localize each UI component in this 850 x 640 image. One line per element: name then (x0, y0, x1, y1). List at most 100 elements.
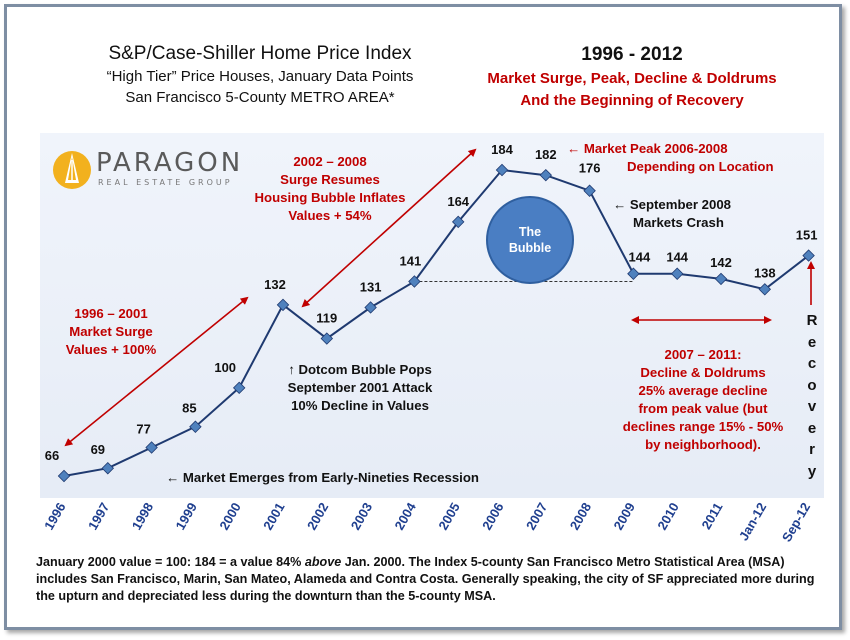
data-label: 184 (491, 142, 513, 157)
annotation-line: 2007 – 2011: (664, 347, 742, 362)
annotation-line: ← Market Peak 2006-2008 (567, 141, 728, 156)
data-point-marker (101, 461, 115, 475)
x-tick-label: 2004 (392, 499, 420, 532)
annotation-line: 1996 – 2001 (74, 306, 148, 321)
data-label: 119 (316, 311, 337, 326)
recovery-letter: e (807, 419, 817, 437)
data-point-marker (495, 163, 509, 177)
footnote: January 2000 value = 100: 184 = a value … (36, 554, 826, 605)
recovery-letter: v (807, 398, 817, 415)
data-point-marker (189, 420, 202, 433)
recovery-letter: o (807, 376, 817, 394)
chart-title: S&P/Case-Shiller Home Price Index (108, 43, 412, 64)
recovery-letter: c (807, 355, 817, 372)
x-tick-label: 2009 (611, 500, 638, 533)
data-label: 66 (45, 448, 59, 463)
data-label: 151 (796, 228, 818, 243)
annotation-line: ↑ Dotcom Bubble Pops (288, 362, 432, 377)
x-tick-label: 1997 (85, 500, 112, 533)
data-label: 141 (400, 254, 422, 269)
data-labels: 66 69 77 85 100 132 119 131 141 164 184 182 176 144 14… (45, 142, 818, 463)
data-point-marker (408, 275, 421, 288)
recovery-letter: R (806, 312, 818, 329)
x-tick-label: 2003 (348, 500, 375, 533)
pencil-logo-icon (53, 151, 91, 189)
data-point-marker (670, 267, 684, 280)
period-subtitle-2: And the Beginning of Recovery (520, 92, 744, 109)
x-tick-label: 1996 (41, 500, 68, 533)
annotation-line: 10% Decline in Values (291, 398, 429, 413)
arrow-surge-2002 (301, 148, 477, 308)
annotation-line: Markets Crash (633, 215, 724, 230)
x-tick-label: 2010 (654, 500, 681, 533)
data-point-marker (802, 249, 815, 262)
data-label: 144 (629, 250, 651, 265)
data-point-marker (145, 441, 158, 454)
chart-subtitle: “High Tier” Price Houses, January Data P… (106, 68, 414, 85)
bubble-label-line: Bubble (508, 241, 552, 255)
x-tick-label: 2006 (479, 500, 506, 533)
annotation-line: 25% average decline (638, 383, 768, 398)
annotation-line: Surge Resumes (280, 172, 380, 187)
footnote-part2: Jan. 2000. The Index 5-county San Franci… (36, 555, 815, 603)
x-tick-label: 2000 (216, 500, 243, 533)
annotation-line: from peak value (but (638, 401, 768, 416)
recovery-label: R e c o v e r y (805, 310, 819, 482)
annotation-line: Market Surge (69, 324, 153, 339)
footnote-italic: above (304, 555, 342, 569)
data-point-marker (57, 469, 71, 483)
x-tick-label: Jan-12 (736, 500, 770, 543)
bubble-circle: The Bubble (486, 196, 574, 284)
data-point-marker (714, 272, 728, 286)
annotation-line: ← September 2008 (613, 197, 732, 212)
data-label: 77 (136, 421, 150, 436)
annotation-emerges: ← Market Emerges from Early-Nineties Rec… (166, 470, 479, 485)
annotation-line: Values + 54% (288, 208, 372, 223)
data-label: 132 (264, 277, 286, 292)
x-tick-label: 2001 (260, 500, 287, 533)
x-tick-label: 2007 (523, 500, 550, 533)
x-tick-label: 1998 (129, 500, 156, 533)
data-point-marker (320, 332, 334, 345)
recovery-letter: e (807, 333, 817, 351)
data-label: 85 (182, 401, 196, 416)
data-point-marker (758, 283, 772, 296)
chart-title-block: S&P/Case-Shiller Home Price Index “High … (40, 42, 480, 108)
annotation-surge-1996: 1996 – 2001 Market Surge Values + 100% (56, 305, 166, 359)
annotation-arrows (64, 148, 815, 447)
data-label: 182 (535, 147, 557, 162)
annotation-line: declines range 15% - 50% (622, 419, 784, 434)
x-tick-label: 2011 (699, 500, 726, 532)
recovery-letter: r (809, 441, 815, 458)
arrow-surge-1996 (64, 296, 249, 447)
chart-region: San Francisco 5-County METRO AREA* (125, 89, 395, 106)
logo-subtitle: REAL ESTATE GROUP (98, 178, 233, 187)
data-point-marker (583, 184, 596, 197)
data-point-marker (539, 168, 553, 182)
data-point-marker (451, 215, 465, 229)
annotation-surge-2002: 2002 – 2008 Surge Resumes Housing Bubble… (245, 153, 415, 225)
x-tick-label: 2002 (304, 500, 331, 533)
annotation-peak: ← Market Peak 2006-2008 Depending on Loc… (567, 140, 774, 176)
x-tick-label: Sep-12 (779, 500, 813, 544)
x-tick-label: 2005 (435, 500, 462, 533)
logo-name: PARAGON (96, 148, 244, 178)
annotation-crash: ← September 2008 Markets Crash (613, 196, 731, 232)
annotation-line: Depending on Location (627, 159, 774, 174)
annotation-line: Decline & Doldrums (640, 365, 766, 380)
data-point-marker (627, 267, 640, 280)
annotation-line: Values + 100% (65, 342, 157, 357)
index-line (63, 168, 810, 477)
series-line (63, 168, 810, 477)
data-label: 142 (710, 255, 732, 270)
data-label: 100 (214, 360, 236, 375)
annotation-line: Housing Bubble Inflates (254, 190, 406, 205)
footnote-part1: January 2000 value = 100: 184 = a value … (36, 555, 305, 569)
company-logo: PARAGON REAL ESTATE GROUP (52, 148, 252, 194)
annotation-line: September 2001 Attack (287, 380, 433, 395)
x-tick-label: 2008 (567, 500, 594, 533)
data-point-marker (276, 298, 290, 312)
period-subtitle-1: Market Surge, Peak, Decline & Doldrums (487, 70, 777, 87)
annotation-dotcom: ↑ Dotcom Bubble Pops September 2001 Atta… (270, 361, 450, 415)
data-label: 164 (447, 194, 469, 209)
